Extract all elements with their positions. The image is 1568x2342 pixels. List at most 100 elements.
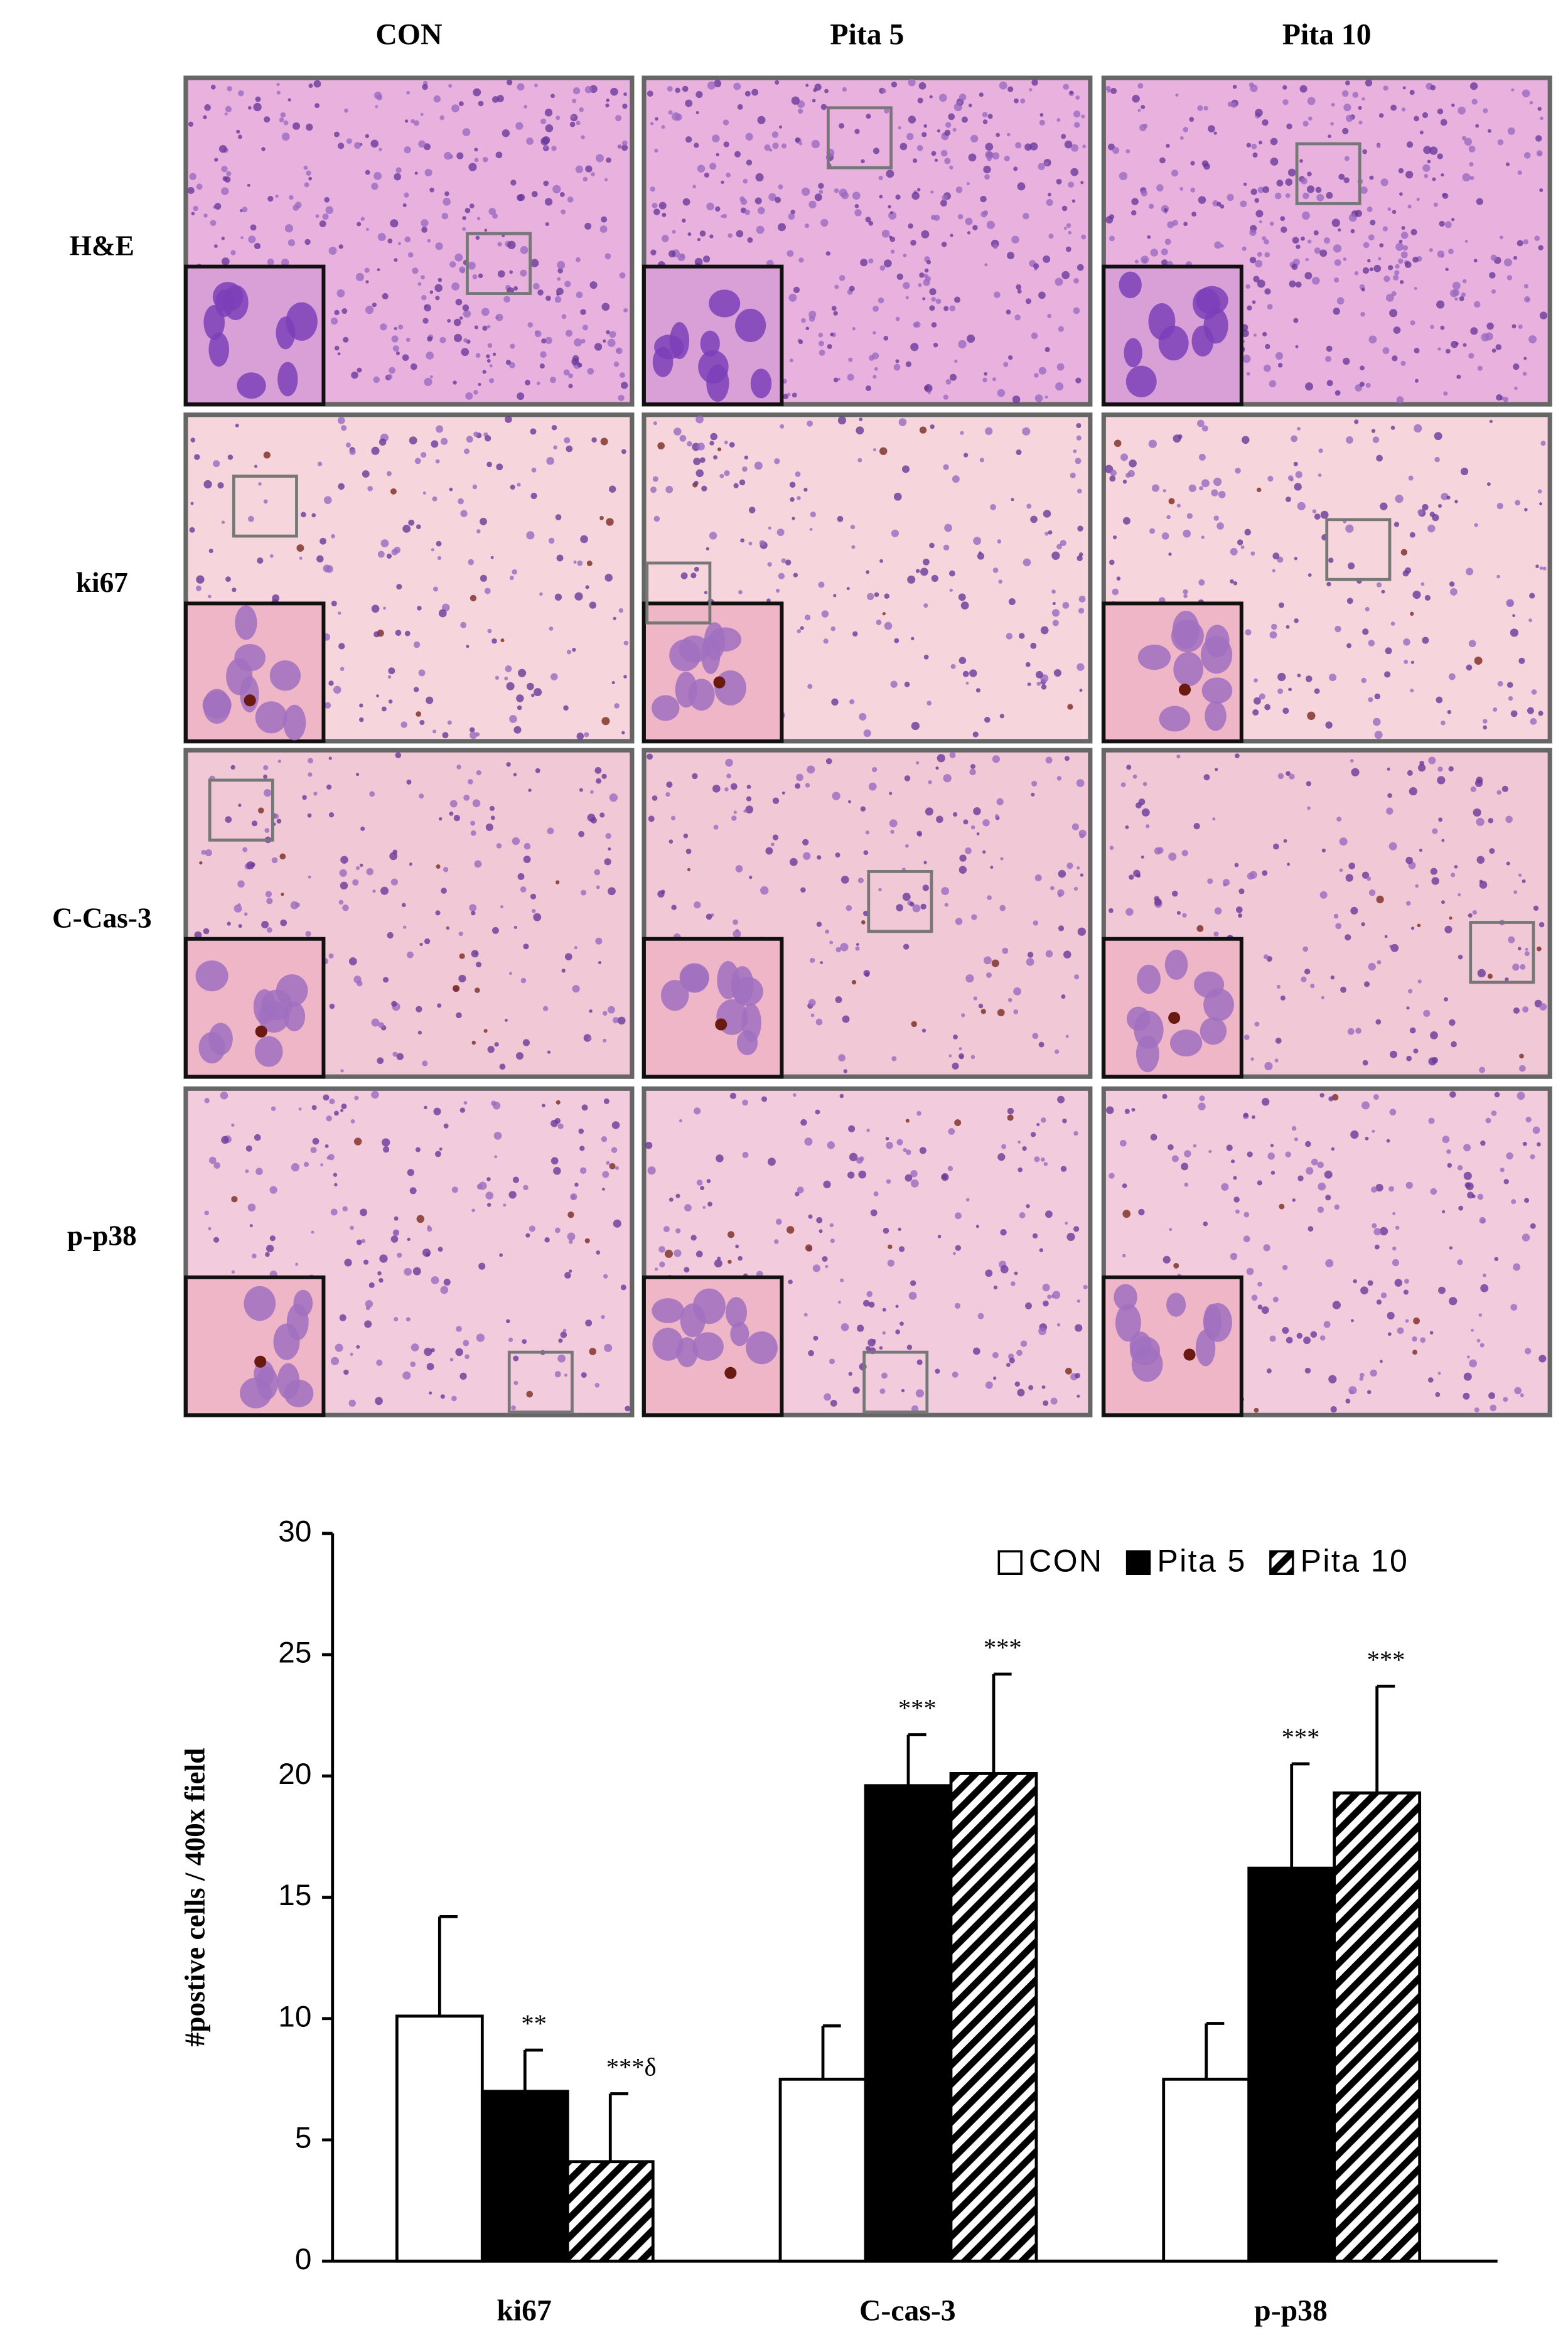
cell	[735, 1244, 739, 1249]
cell	[1270, 1144, 1274, 1147]
cell	[619, 372, 625, 379]
cell	[1536, 946, 1542, 952]
cell	[840, 1323, 849, 1331]
cell	[954, 1119, 962, 1126]
cell	[890, 829, 894, 834]
cell	[1299, 159, 1303, 163]
cell	[725, 758, 733, 767]
cell	[919, 426, 927, 434]
cell	[756, 225, 765, 234]
cell	[238, 134, 242, 139]
cell	[1326, 345, 1333, 352]
cell	[768, 193, 776, 201]
cell	[328, 680, 334, 686]
cell	[1065, 1367, 1072, 1375]
cell	[1474, 523, 1478, 527]
cell	[1235, 1209, 1240, 1214]
cell	[647, 1166, 656, 1175]
cell	[834, 188, 839, 193]
cell	[803, 488, 808, 492]
cell	[404, 146, 411, 154]
cell	[576, 291, 583, 299]
cell	[1400, 232, 1409, 239]
legend-label: CON	[1029, 1544, 1103, 1579]
cell	[923, 603, 928, 608]
cell	[589, 1348, 596, 1355]
cell	[1491, 289, 1496, 294]
cell	[308, 772, 313, 777]
cell	[1269, 221, 1274, 226]
cell	[388, 699, 393, 704]
cell	[1514, 386, 1518, 390]
cell	[797, 629, 802, 633]
cell	[1000, 1265, 1009, 1274]
cell	[371, 604, 380, 613]
cell	[520, 246, 529, 254]
cell	[1503, 1179, 1509, 1184]
cell	[749, 875, 753, 879]
cell	[572, 99, 577, 104]
cell	[1214, 241, 1222, 249]
cell	[1355, 1028, 1361, 1034]
cell	[1518, 324, 1523, 329]
cell	[1046, 198, 1053, 206]
cell	[1466, 664, 1473, 671]
cell	[373, 376, 380, 384]
cell	[1060, 1166, 1067, 1172]
cell	[736, 230, 744, 238]
cell	[1066, 223, 1071, 228]
cell	[247, 105, 252, 110]
cell	[743, 178, 748, 184]
cell	[596, 885, 600, 889]
cell	[438, 277, 443, 282]
cell	[429, 1391, 432, 1395]
cell	[717, 447, 722, 451]
cell	[1304, 1367, 1311, 1374]
cell	[1510, 1304, 1518, 1311]
cell	[818, 332, 824, 338]
cell	[803, 852, 811, 861]
cell	[1464, 240, 1468, 243]
cell	[697, 443, 705, 451]
cell	[263, 451, 271, 459]
cell	[221, 520, 225, 524]
cell	[507, 240, 516, 249]
cell	[775, 1218, 782, 1225]
cell	[1391, 291, 1397, 296]
cell	[1186, 513, 1193, 519]
cell	[847, 373, 854, 381]
cell	[387, 374, 393, 380]
cell	[548, 537, 555, 544]
cell	[893, 363, 901, 371]
cell	[307, 813, 312, 818]
cell	[398, 242, 401, 245]
cell	[591, 172, 595, 176]
cell	[520, 269, 527, 277]
cell	[1139, 124, 1147, 132]
cell	[985, 1381, 993, 1389]
cell	[948, 1128, 955, 1135]
cell	[840, 943, 849, 952]
inset-cell	[1200, 636, 1233, 674]
cell	[394, 1316, 399, 1322]
cell	[1026, 1204, 1030, 1208]
cell	[311, 1230, 314, 1234]
cell	[1034, 373, 1039, 378]
cell	[486, 354, 490, 358]
cell	[1262, 870, 1268, 876]
cell	[690, 572, 697, 579]
legend-label: Pita 10	[1301, 1544, 1409, 1579]
cell	[603, 1011, 608, 1016]
cell	[923, 558, 930, 566]
cell	[516, 1052, 524, 1060]
cell	[625, 1405, 631, 1412]
cell	[547, 1050, 551, 1054]
cell	[1539, 311, 1548, 320]
cell	[1395, 264, 1400, 269]
cell	[1336, 817, 1342, 822]
cell	[1316, 193, 1324, 201]
cell	[1526, 298, 1530, 301]
cell	[1538, 152, 1542, 156]
cell	[486, 325, 491, 329]
inset-cell	[746, 1331, 778, 1365]
